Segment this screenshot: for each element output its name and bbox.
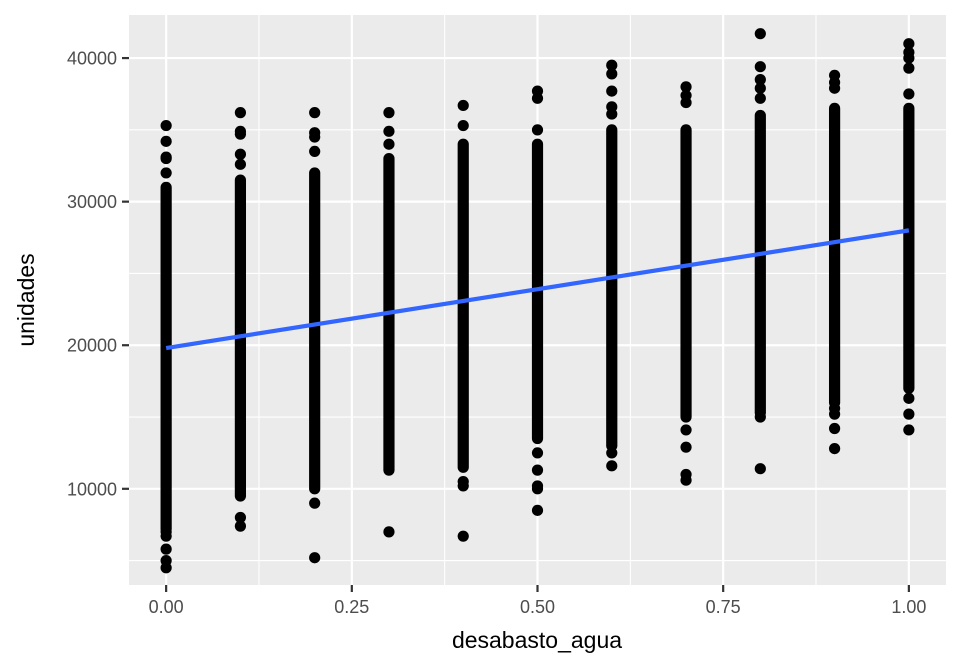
data-point	[903, 38, 915, 50]
data-point	[754, 28, 766, 40]
data-point	[160, 152, 172, 165]
y-tick-label: 30000	[67, 192, 117, 212]
data-point	[531, 483, 544, 495]
data-point	[309, 107, 321, 119]
data-point	[383, 125, 395, 137]
data-point	[680, 424, 692, 436]
data-point	[234, 511, 247, 524]
data-point	[531, 92, 544, 104]
data-point	[160, 530, 172, 542]
data-point	[234, 158, 247, 170]
data-point	[754, 411, 766, 423]
data-point	[160, 562, 172, 574]
x-tick-label: 1.00	[891, 597, 926, 617]
data-point	[160, 543, 172, 555]
data-point	[754, 82, 766, 94]
scatter-points	[160, 28, 915, 574]
regression-line-layer	[165, 228, 910, 351]
data-point	[234, 128, 247, 140]
data-point	[309, 131, 321, 143]
data-point	[606, 108, 618, 120]
data-point	[606, 85, 618, 97]
data-point	[606, 460, 618, 472]
data-point	[903, 408, 915, 420]
data-point	[680, 441, 692, 453]
data-point	[383, 526, 395, 538]
data-point	[309, 552, 321, 564]
data-point	[531, 124, 544, 136]
data-point	[457, 99, 469, 112]
data-point	[160, 135, 172, 147]
data-point	[457, 530, 469, 542]
data-point	[754, 74, 766, 86]
data-point	[680, 96, 692, 109]
data-point	[606, 59, 618, 71]
data-point	[531, 504, 544, 516]
data-point	[234, 520, 247, 532]
data-point	[606, 68, 618, 80]
data-point	[754, 61, 766, 73]
data-point	[457, 119, 469, 132]
x-tick-label: 0.75	[706, 597, 741, 617]
data-point	[903, 88, 915, 100]
data-point	[457, 480, 469, 492]
data-point	[903, 424, 915, 436]
y-axis: 10000 20000 30000 40000	[67, 49, 129, 499]
data-point	[606, 447, 618, 459]
data-point	[828, 422, 841, 435]
data-point	[160, 167, 172, 179]
x-axis: 0.00 0.25 0.50 0.75 1.00	[149, 585, 926, 617]
data-point	[531, 464, 544, 476]
x-tick-label: 0.00	[149, 597, 184, 617]
data-point	[383, 107, 395, 119]
y-tick-label: 10000	[67, 479, 117, 499]
data-point	[531, 447, 544, 459]
x-axis-title: desabasto_agua	[452, 627, 622, 653]
x-tick-label: 0.50	[520, 597, 555, 617]
data-point	[754, 92, 766, 104]
data-point	[828, 408, 841, 420]
y-tick-label: 20000	[67, 336, 117, 356]
data-point	[309, 145, 321, 157]
data-point	[680, 474, 692, 486]
data-point	[234, 107, 247, 119]
data-point	[903, 62, 915, 74]
y-tick-label: 40000	[67, 49, 117, 69]
data-point	[828, 82, 841, 94]
data-point	[383, 138, 395, 150]
data-point	[309, 497, 321, 509]
y-axis-title: unidades	[13, 253, 39, 346]
data-point	[828, 443, 841, 455]
data-point	[903, 392, 915, 404]
data-point	[234, 148, 247, 160]
data-point	[680, 81, 692, 93]
data-point	[903, 52, 915, 64]
x-tick-label: 0.25	[334, 597, 369, 617]
data-point	[754, 463, 766, 475]
regression-line	[165, 228, 910, 351]
data-point	[160, 119, 172, 132]
